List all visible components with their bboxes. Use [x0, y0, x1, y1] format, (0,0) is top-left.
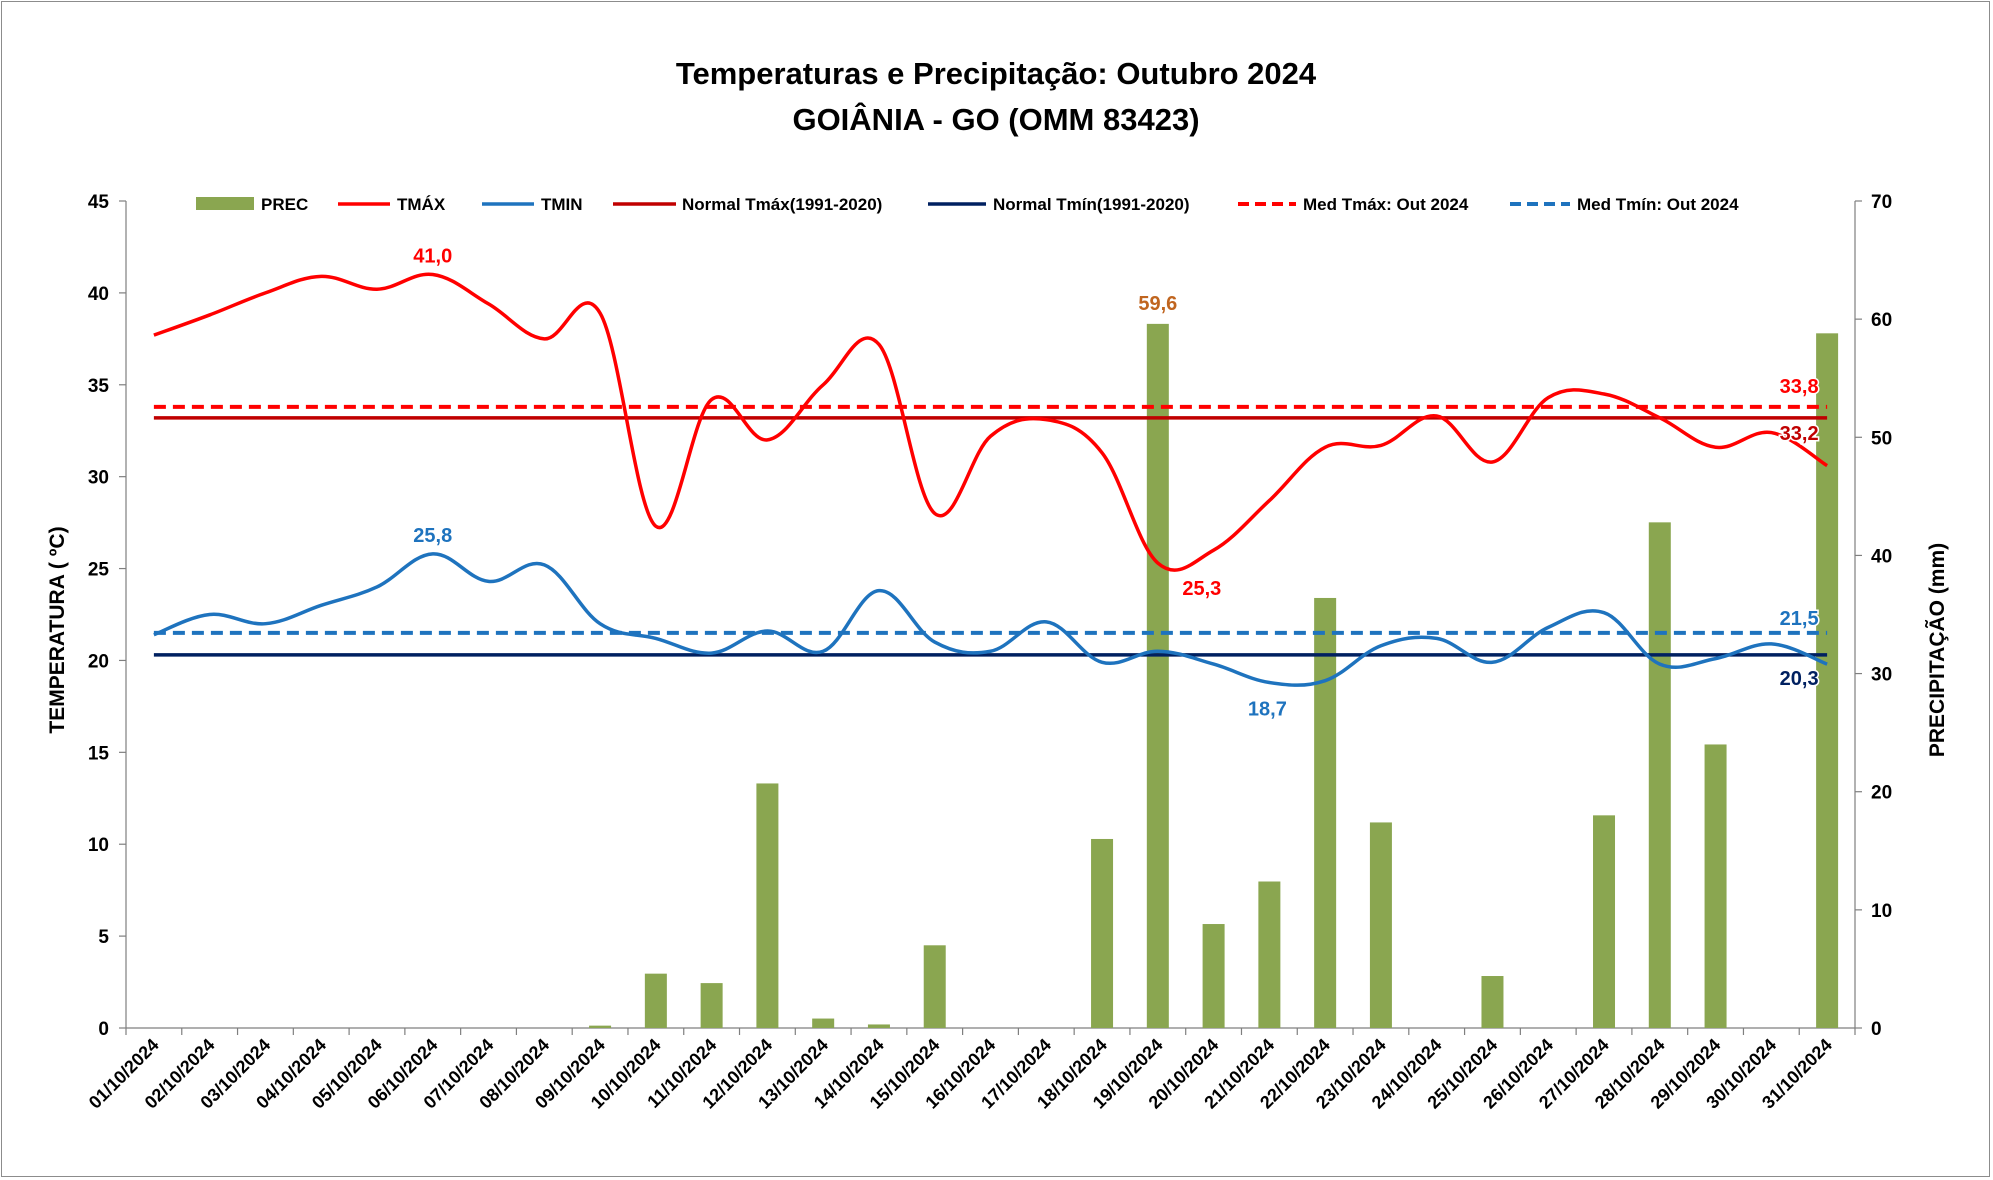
prec-bar — [756, 783, 779, 1028]
chart-subtitle: GOIÂNIA - GO (OMM 83423) — [792, 101, 1199, 137]
legend-med-tmin: Med Tmín: Out 2024 — [1577, 195, 1739, 214]
prec-bar — [1202, 924, 1225, 1028]
y-left-tick-label: 40 — [88, 284, 109, 305]
prec-bar — [1146, 323, 1169, 1029]
y-right-tick-label: 30 — [1871, 665, 1892, 686]
y-left-tick-label: 25 — [88, 560, 110, 581]
prec-bar — [923, 945, 946, 1028]
y-left-tick-label: 0 — [98, 1019, 109, 1040]
prec-bar — [1314, 597, 1337, 1028]
prec-bar — [1091, 838, 1114, 1028]
prec-bar — [1481, 976, 1504, 1028]
label-med-tmax: 33,8 — [1780, 376, 1819, 398]
legend-tmax: TMÁX — [397, 195, 446, 214]
legend-prec: PREC — [261, 195, 308, 214]
prec-bar — [1258, 881, 1281, 1028]
y-left-tick-label: 10 — [88, 835, 109, 856]
y-right-tick-label: 20 — [1871, 783, 1892, 804]
prec-bars — [589, 323, 1839, 1029]
y-left-tick-label: 30 — [88, 468, 109, 489]
y-left-tick-label: 15 — [88, 743, 110, 764]
y-axis-left-title: TEMPERATURA ( ºC) — [46, 526, 69, 733]
label-normal-tmin: 20,3 — [1780, 668, 1819, 690]
chart-title: Temperaturas e Precipitação: Outubro 202… — [676, 56, 1317, 91]
prec-bar — [700, 983, 723, 1028]
legend-prec-swatch — [196, 197, 254, 210]
prec-bar — [867, 1024, 890, 1028]
prec-bar — [1704, 744, 1727, 1028]
y-left-tick-label: 35 — [88, 376, 110, 397]
prec-bar — [589, 1025, 612, 1028]
legend-normal-tmax: Normal Tmáx(1991-2020) — [682, 195, 882, 214]
prec-bar — [1648, 522, 1671, 1028]
tmax-line — [153, 272, 1829, 572]
label-normal-tmax: 33,2 — [1780, 423, 1819, 445]
y-right-tick-label: 40 — [1871, 546, 1892, 567]
prec-bar — [644, 973, 667, 1028]
y-right-tick-label: 0 — [1871, 1019, 1882, 1040]
y-left-tick-label: 5 — [98, 927, 109, 948]
legend-tmin: TMIN — [541, 195, 583, 214]
y-left-tick-label: 20 — [88, 651, 109, 672]
lines — [153, 272, 1829, 687]
legend-normal-tmin: Normal Tmín(1991-2020) — [993, 195, 1190, 214]
tmin-line — [153, 552, 1828, 687]
label-med-tmin: 21,5 — [1780, 608, 1819, 630]
y-right-tick-label: 70 — [1871, 192, 1892, 213]
y-axis-right-title: PRECIPITAÇÃO (mm) — [1926, 543, 1949, 757]
label-tmax-max: 41,0 — [413, 246, 452, 268]
label-tmin-min: 18,7 — [1248, 698, 1287, 720]
y-right-tick-label: 60 — [1871, 310, 1892, 331]
label-tmin-max: 25,8 — [413, 525, 452, 547]
prec-bar — [1593, 815, 1616, 1028]
legend: PREC TMÁX TMIN Normal Tmáx(1991-2020) No… — [196, 195, 1739, 214]
y-right-tick-label: 10 — [1871, 901, 1892, 922]
prec-bar — [1369, 822, 1392, 1028]
legend-med-tmax: Med Tmáx: Out 2024 — [1303, 195, 1469, 214]
prec-bar — [1816, 333, 1839, 1028]
label-prec-max: 59,6 — [1138, 293, 1177, 315]
prec-bar — [812, 1018, 835, 1028]
y-left-tick-label: 45 — [88, 192, 110, 213]
data-labels: 41,0 25,3 25,8 18,7 59,6 33,8 33,2 21,5 20,3 — [412, 244, 1820, 722]
label-tmax-min: 25,3 — [1182, 578, 1221, 600]
y-right-tick-label: 50 — [1871, 428, 1892, 449]
